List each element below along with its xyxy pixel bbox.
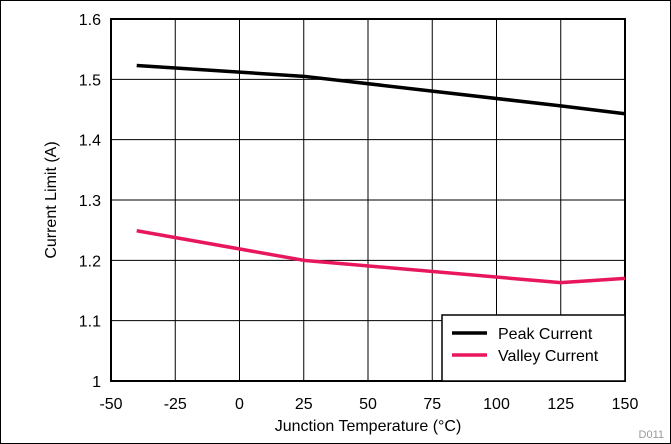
y-tick-label: 1.5 (79, 72, 101, 89)
legend-label: Peak Current (498, 326, 593, 343)
series-line (136, 63, 626, 116)
x-tick-label: 0 (235, 396, 244, 413)
series-line (136, 229, 626, 285)
x-tick-label: 150 (612, 396, 639, 413)
y-tick-label: 1.1 (79, 314, 101, 331)
figure-id: D011 (639, 429, 664, 441)
x-tick-label: 125 (547, 396, 574, 413)
y-tick-label: 1 (92, 374, 101, 391)
y-tick-label: 1.3 (79, 193, 101, 210)
tick-labels: -50 -25 0 25 50 75 100 125 150 1 1.1 1.2 1.3 1.4 1.5 1.… (79, 12, 639, 413)
legend: Peak Current Valley Current (441, 314, 626, 382)
legend-label: Valley Current (498, 348, 599, 365)
y-tick-label: 1.2 (79, 253, 101, 270)
x-tick-label: 50 (359, 396, 377, 413)
x-tick-label: 25 (295, 396, 313, 413)
y-tick-label: 1.6 (79, 12, 101, 29)
x-tick-label: -25 (164, 396, 187, 413)
y-axis-label: Current Limit (A) (43, 141, 60, 258)
y-tick-label: 1.4 (79, 133, 101, 150)
x-tick-label: 75 (423, 396, 441, 413)
legend-box (441, 314, 626, 382)
series-lines (136, 63, 626, 285)
plot-area (110, 18, 626, 382)
x-tick-label: 100 (483, 396, 510, 413)
x-tick-label: -50 (99, 396, 122, 413)
x-axis-label: Junction Temperature (°C) (275, 418, 462, 435)
